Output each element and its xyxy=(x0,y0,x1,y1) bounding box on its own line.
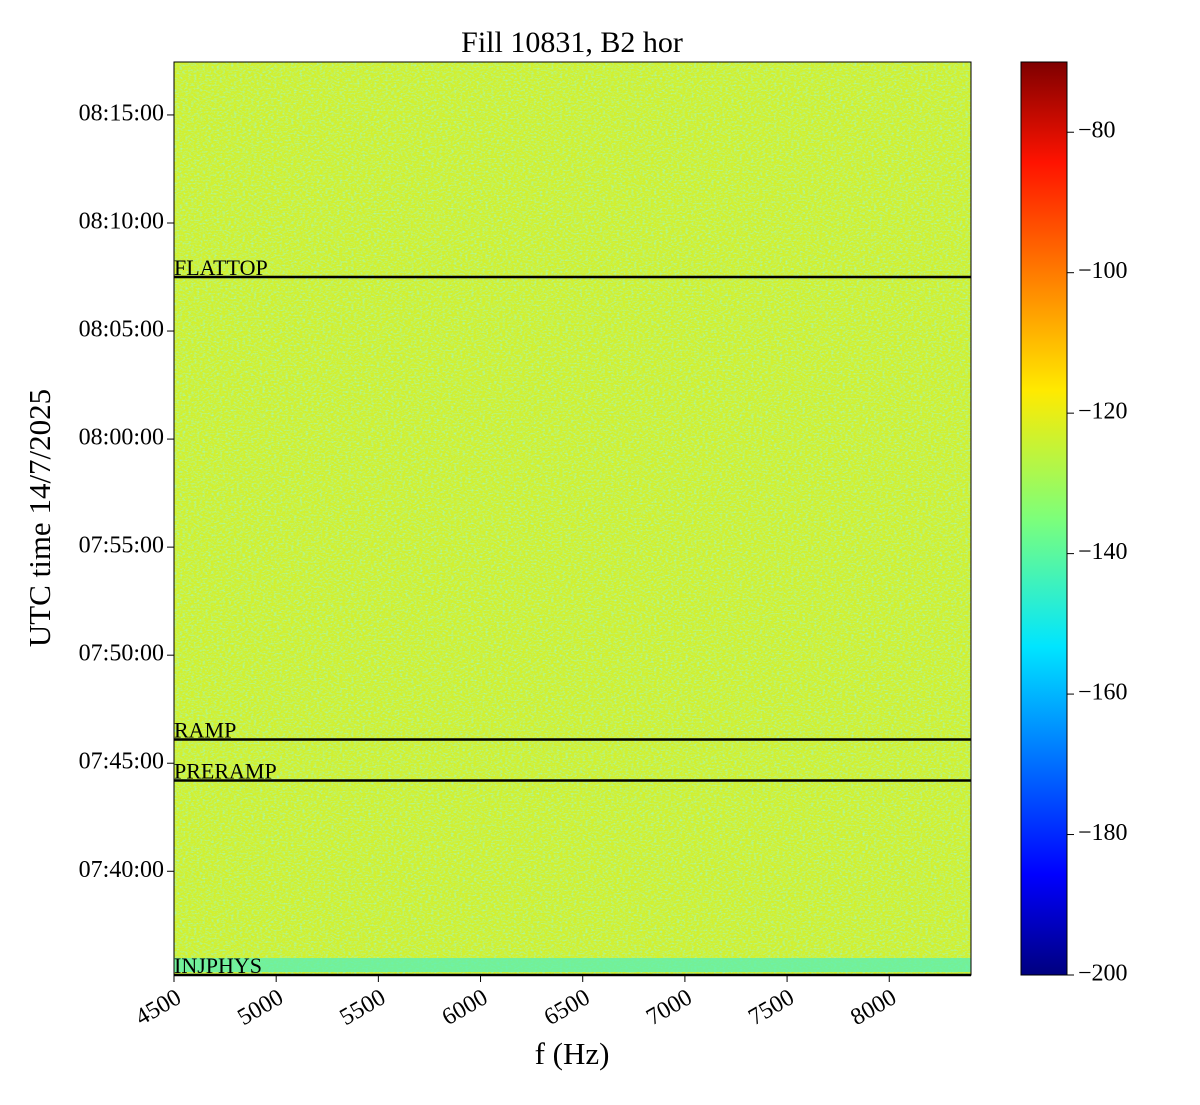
y-tick-label: 07:45:00 xyxy=(79,749,164,775)
y-axis-label: UTC time 14/7/2025 xyxy=(22,389,57,647)
phase-marker-label: PRERAMP xyxy=(174,759,277,784)
phase-marker-label: RAMP xyxy=(174,717,236,742)
phase-marker-label: FLATTOP xyxy=(174,255,268,280)
colorbar-tick-label: −80 xyxy=(1078,118,1116,144)
phase-marker-label: INJPHYS xyxy=(174,953,262,978)
y-tick-label: 08:15:00 xyxy=(79,100,164,126)
y-tick-label: 08:10:00 xyxy=(79,208,164,234)
colorbar-tick-label: −100 xyxy=(1078,258,1128,284)
colorbar-tick-label: −120 xyxy=(1078,399,1128,425)
x-tick-label: 6000 xyxy=(438,984,493,1031)
y-tick-label: 07:55:00 xyxy=(79,533,164,559)
spectrogram-texture xyxy=(174,62,971,975)
x-tick-label: 8000 xyxy=(846,984,901,1031)
y-tick-label: 08:05:00 xyxy=(79,317,164,343)
x-tick-label: 5500 xyxy=(336,984,391,1031)
colorbar-tick-label: −180 xyxy=(1078,820,1128,846)
x-axis-label: f (Hz) xyxy=(535,1036,610,1071)
colorbar-tick-label: −140 xyxy=(1078,539,1128,565)
colorbar xyxy=(1020,61,1068,976)
chart-title: Fill 10831, B2 hor xyxy=(461,26,683,59)
x-tick-label: 6500 xyxy=(540,984,595,1031)
x-tick-label: 5000 xyxy=(233,984,288,1031)
y-tick-label: 07:40:00 xyxy=(79,857,164,883)
y-tick-label: 07:50:00 xyxy=(79,641,164,667)
x-tick-label: 4500 xyxy=(131,984,186,1031)
y-tick-label: 08:00:00 xyxy=(79,425,164,451)
colorbar-tick-label: −200 xyxy=(1078,961,1128,987)
x-tick-label: 7000 xyxy=(642,984,697,1031)
x-tick-label: 7500 xyxy=(744,984,799,1031)
colorbar-tick-label: −160 xyxy=(1078,680,1128,706)
